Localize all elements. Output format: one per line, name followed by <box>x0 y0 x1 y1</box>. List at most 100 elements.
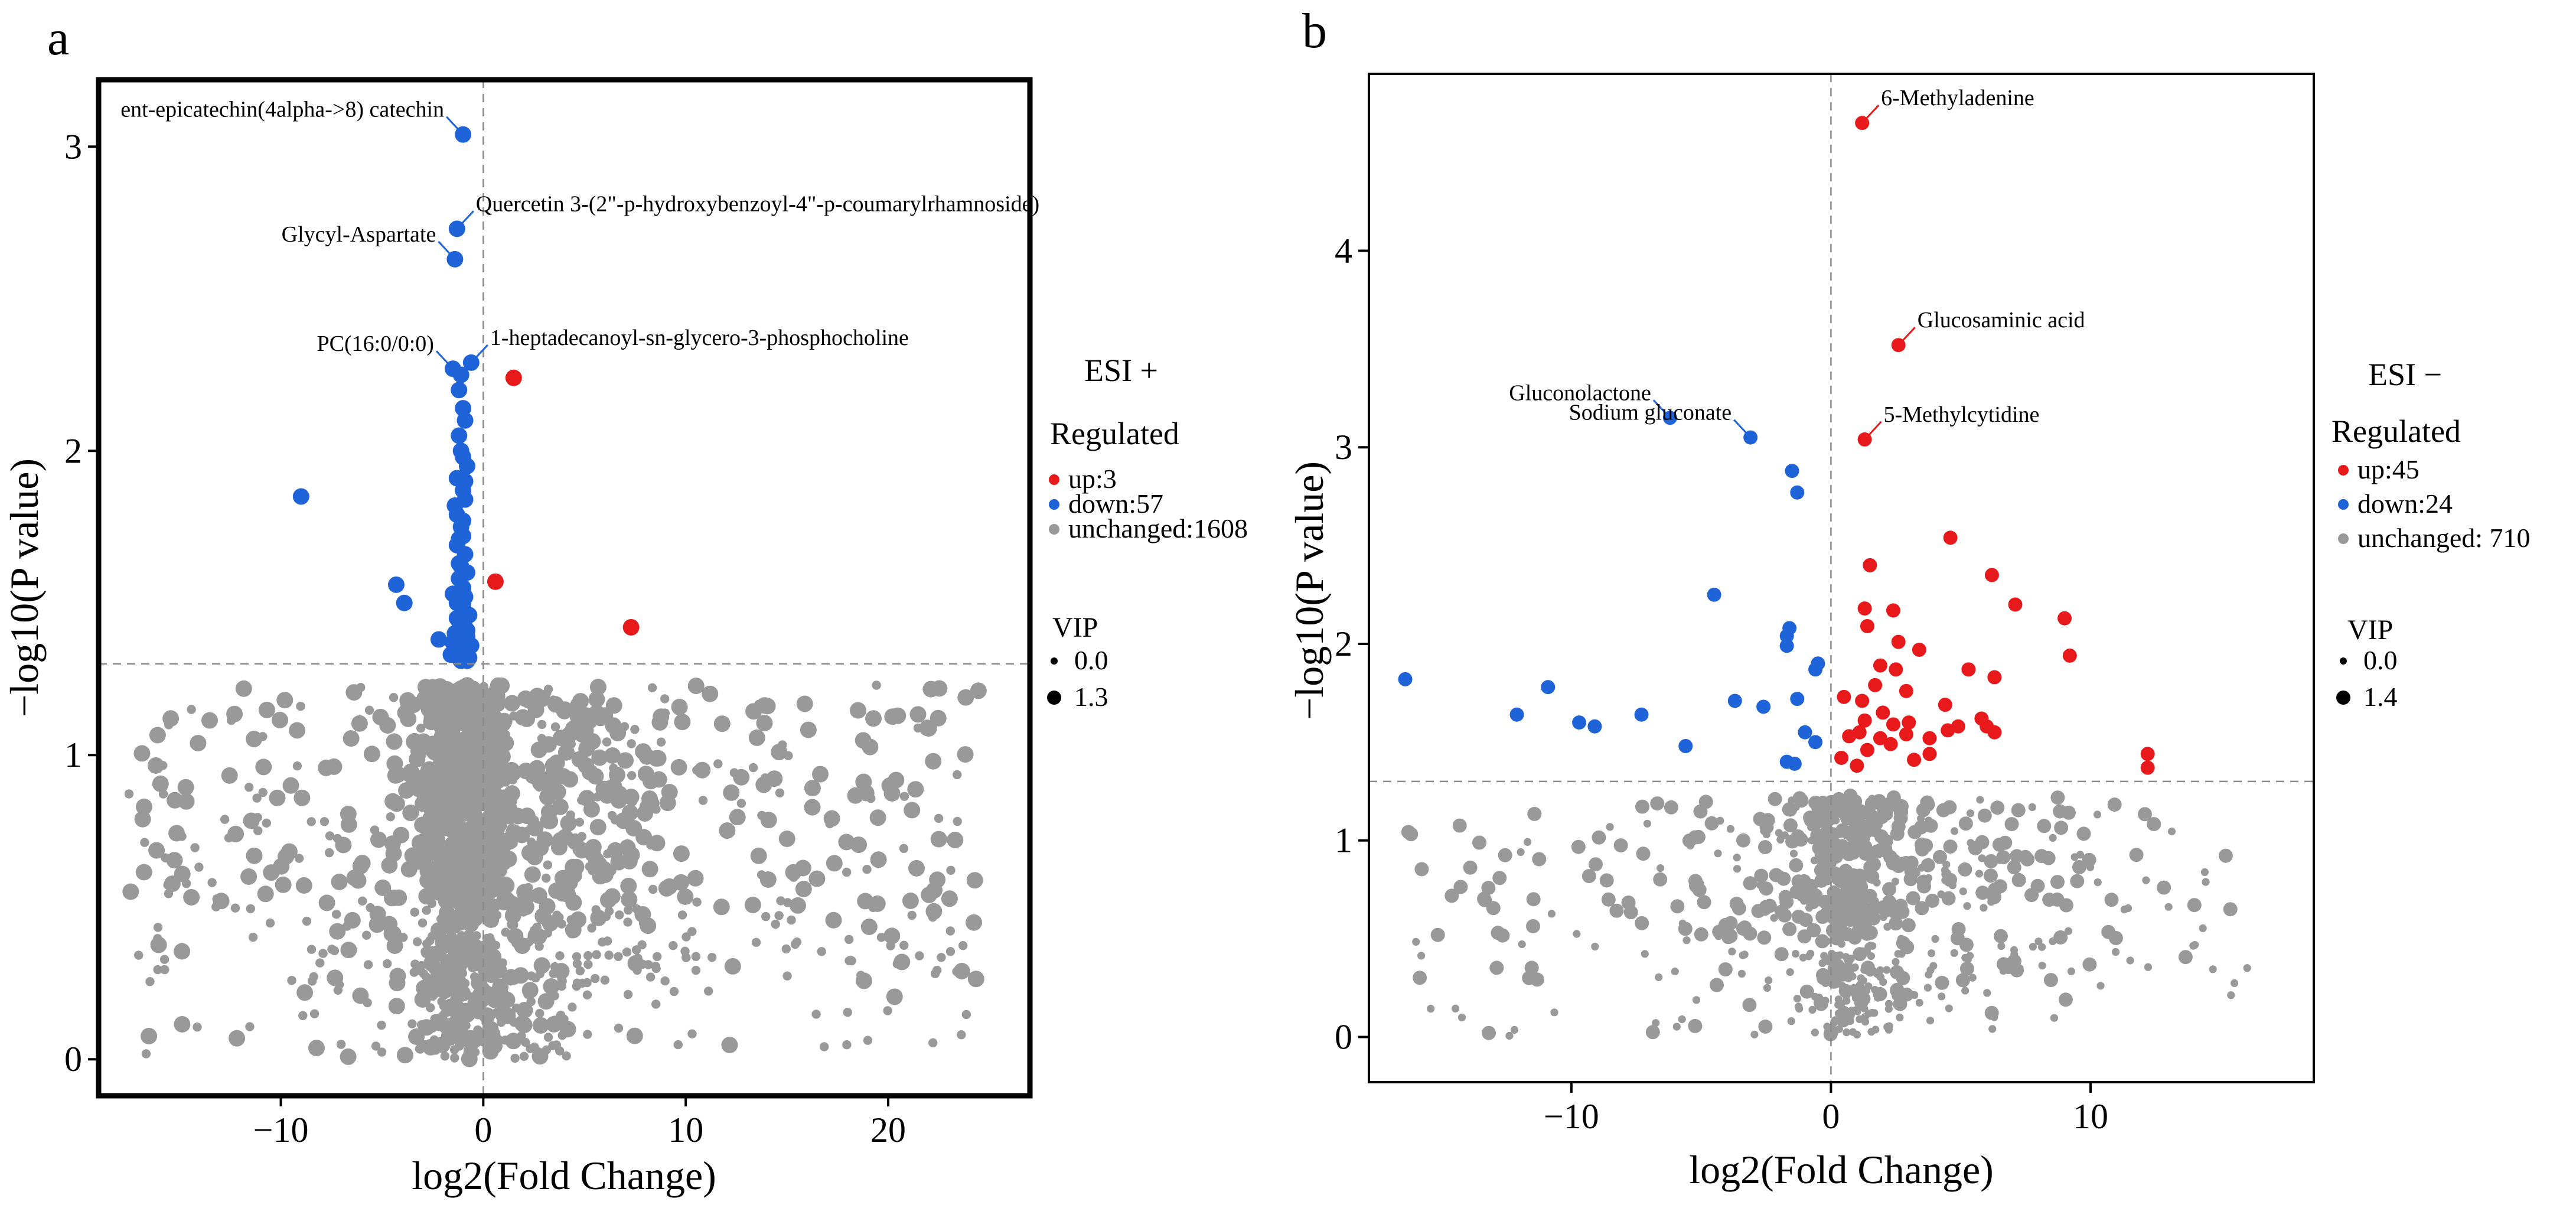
data-point-unchanged <box>527 819 544 836</box>
data-point-unchanged <box>930 831 947 848</box>
data-point-unchanged <box>363 745 380 763</box>
data-point-unchanged <box>787 915 796 925</box>
data-point-unchanged <box>562 1051 571 1061</box>
data-point-unchanged <box>552 910 562 920</box>
data-point-unchanged <box>591 973 600 984</box>
data-point-unchanged <box>578 740 595 757</box>
data-point-unchanged <box>692 897 702 907</box>
data-point-unchanged <box>319 817 330 826</box>
data-point-unchanged <box>516 884 533 901</box>
data-point-unchanged <box>490 725 500 735</box>
data-point-unchanged <box>2223 902 2238 917</box>
data-point-unchanged <box>473 1025 482 1035</box>
data-point-unchanged <box>2112 947 2120 956</box>
data-point-down <box>458 652 475 669</box>
data-point-unchanged <box>707 953 717 962</box>
data-point-down <box>1779 639 1794 653</box>
annotation-label: PC(16:0/0:0) <box>317 331 433 356</box>
data-point-unchanged <box>1840 927 1854 942</box>
data-point-unchanged <box>451 894 468 910</box>
data-point-unchanged <box>435 681 445 691</box>
data-point-unchanged <box>482 872 500 890</box>
data-point-unchanged <box>1903 872 1918 887</box>
data-point-unchanged <box>892 959 902 969</box>
data-point-unchanged <box>505 857 514 867</box>
data-point-unchanged <box>2058 992 2073 1007</box>
data-point-unchanged <box>383 925 400 942</box>
data-point-unchanged <box>1692 996 1701 1004</box>
data-point-unchanged <box>570 709 587 726</box>
data-point-unchanged <box>2028 803 2036 811</box>
data-point-unchanged <box>545 765 562 782</box>
data-point-unchanged <box>1923 984 1932 992</box>
legend-label-down: down:24 <box>2357 489 2453 519</box>
data-point-unchanged <box>872 680 881 690</box>
data-point-unchanged <box>1867 857 1881 872</box>
data-point-unchanged <box>1792 912 1801 920</box>
data-point-unchanged <box>902 893 919 909</box>
annotation-label: Gluconolactone <box>1509 380 1651 405</box>
data-point-unchanged <box>1925 893 1940 908</box>
legend-label-up: up:45 <box>2357 454 2420 484</box>
data-point-unchanged <box>1762 898 1777 913</box>
data-point-unchanged <box>389 975 406 992</box>
data-point-unchanged <box>510 1053 520 1063</box>
data-point-unchanged <box>153 965 162 975</box>
data-point-unchanged <box>619 722 630 731</box>
data-point-unchanged <box>276 692 294 709</box>
data-point-unchanged <box>870 851 887 868</box>
data-point-unchanged <box>537 719 547 730</box>
data-point-unchanged <box>512 967 529 984</box>
data-point-unchanged <box>651 963 661 973</box>
data-point-unchanged <box>1783 802 1798 817</box>
data-point-unchanged <box>1936 803 1951 818</box>
data-point-unchanged <box>177 832 187 841</box>
data-point-unchanged <box>2050 1014 2058 1022</box>
data-point-unchanged <box>572 952 582 962</box>
data-point-unchanged <box>907 781 924 798</box>
data-point-unchanged <box>292 761 302 771</box>
data-point-unchanged <box>514 937 531 955</box>
data-point-unchanged <box>166 852 183 869</box>
data-point-unchanged <box>460 741 469 751</box>
data-point-unchanged <box>2243 964 2251 972</box>
data-point-unchanged <box>498 991 516 1008</box>
data-point-unchanged <box>1452 818 1467 833</box>
data-point-unchanged <box>843 1008 853 1017</box>
data-point-unchanged <box>344 911 361 929</box>
data-point-unchanged <box>591 749 608 766</box>
data-point-unchanged <box>660 708 670 718</box>
data-point-unchanged <box>1592 830 1606 845</box>
data-point-unchanged <box>1925 971 1933 979</box>
data-point-unchanged <box>542 915 559 932</box>
data-point-unchanged <box>691 952 701 962</box>
data-point-unchanged <box>1830 958 1844 973</box>
data-point-unchanged <box>1838 984 1853 998</box>
data-point-unchanged <box>781 944 791 954</box>
data-point-unchanged <box>1822 937 1831 946</box>
data-point-up <box>1891 634 1906 649</box>
data-point-unchanged <box>487 939 497 949</box>
data-point-unchanged <box>2011 803 2026 818</box>
data-point-unchanged <box>947 832 964 849</box>
legend: ESI − Regulated up:45 down:24 unchanged: 7… <box>2332 357 2531 712</box>
data-point-unchanged <box>1794 832 1808 847</box>
data-point-unchanged <box>377 1047 387 1057</box>
size-legend-title: VIP <box>2347 614 2393 646</box>
size-legend-entries: 0.01.3 <box>1047 645 1108 712</box>
data-point-up <box>622 618 640 636</box>
data-point-unchanged <box>509 711 519 721</box>
data-point-unchanged <box>1963 902 1971 910</box>
data-point-unchanged <box>2010 946 2019 954</box>
data-point-unchanged <box>262 818 271 828</box>
data-point-unchanged <box>605 778 622 795</box>
data-point-up <box>1850 758 1864 773</box>
data-point-unchanged <box>2070 874 2085 888</box>
data-point-unchanged <box>2191 941 2199 949</box>
data-point-unchanged <box>553 963 570 979</box>
data-point-unchanged <box>298 1011 308 1021</box>
data-point-unchanged <box>226 705 243 722</box>
data-point-unchanged <box>926 882 943 898</box>
data-point-unchanged <box>1851 994 1860 1002</box>
data-point-down <box>292 488 309 505</box>
